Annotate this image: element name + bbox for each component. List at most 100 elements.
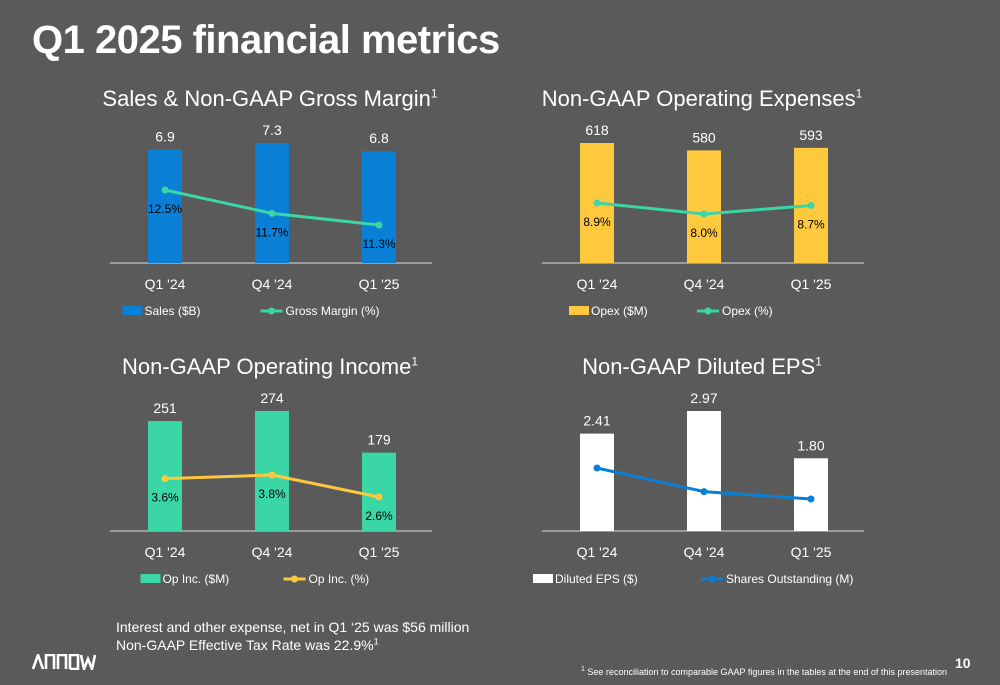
- bar-value-label: 2.41: [583, 413, 610, 429]
- line-point: [593, 464, 601, 472]
- chart-title-text: Sales & Non-GAAP Gross Margin: [102, 86, 431, 111]
- chart-svg: 251 Q1 '24 274 Q4 '24 179 Q1 '25 3.6% 3.8% 2.6% O…: [110, 390, 432, 586]
- chart-operating-income: Non-GAAP Operating Income1 251 Q1 '24 274 Q…: [40, 350, 500, 620]
- legend-swatch-marker: [268, 307, 275, 315]
- bar-value-label: 593: [799, 127, 823, 143]
- x-tick-label: Q4 '24: [252, 276, 293, 292]
- chart-operating-expenses: Non-GAAP Operating Expenses1 618 Q1 '24 58…: [472, 82, 932, 352]
- chart-title-text: Non-GAAP Diluted EPS: [582, 354, 816, 379]
- chart-title-footnote-mark: 1: [855, 86, 863, 101]
- bar-value-label: 251: [153, 400, 177, 416]
- note-text: Interest and other expense, net in Q1 ‘2…: [116, 619, 470, 635]
- line-value-label: 11.7%: [255, 225, 288, 239]
- note-footnote-mark: 1: [373, 636, 379, 647]
- line-point: [268, 209, 276, 217]
- bar-value-label: 6.8: [369, 130, 389, 146]
- x-tick-label: Q1 '25: [791, 276, 832, 292]
- legend-label: Op Inc. ($M): [163, 572, 230, 586]
- line-value-label: 11.3%: [362, 237, 395, 251]
- bar-value-label: 1.80: [797, 437, 824, 453]
- legend-label: Opex (%): [722, 304, 773, 318]
- footnote-mark: 1: [581, 666, 585, 673]
- chart-title-footnote-mark: 1: [430, 86, 438, 101]
- chart-title-text: Non-GAAP Operating Expenses: [541, 86, 856, 111]
- footnote: 1 See reconciliation to comparable GAAP …: [581, 666, 947, 677]
- chart-sales-gross-margin: Sales & Non-GAAP Gross Margin1 6.9 Q1 '24…: [40, 82, 500, 352]
- chart-svg: 6.9 Q1 '24 7.3 Q4 '24 6.8 Q1 '25 12.5% 11.7% 11.…: [110, 122, 432, 318]
- bar: [255, 143, 289, 263]
- line-point: [700, 210, 708, 218]
- line-value-label: 53.2: [692, 504, 716, 518]
- bar-value-label: 7.3: [262, 122, 282, 138]
- bar: [794, 458, 828, 531]
- line-point: [375, 493, 383, 501]
- bar-value-label: 179: [367, 432, 391, 448]
- line-value-label: 8.0%: [690, 226, 718, 240]
- legend-label: Sales ($B): [145, 304, 201, 318]
- legend-swatch-bar: [122, 306, 143, 315]
- arrow-logo: [32, 654, 96, 670]
- legend-swatch-marker: [708, 575, 716, 583]
- x-tick-label: Q1 '24: [577, 544, 618, 560]
- line-value-label: 3.8%: [258, 487, 286, 501]
- line-point: [375, 221, 383, 229]
- x-tick-label: Q4 '24: [252, 544, 293, 560]
- page-number: 10: [955, 655, 971, 671]
- x-tick-label: Q1 '24: [145, 544, 186, 560]
- line-value-label: 3.6%: [151, 491, 179, 505]
- bar: [687, 411, 721, 531]
- bar: [148, 149, 182, 263]
- bar-value-label: 6.9: [155, 129, 175, 145]
- bar: [362, 151, 396, 263]
- bar-value-label: 580: [692, 129, 716, 145]
- chart-title-footnote-mark: 1: [815, 354, 822, 369]
- x-tick-label: Q1 '24: [145, 276, 186, 292]
- legend-label: Shares Outstanding (M): [726, 572, 853, 586]
- line-point: [700, 488, 708, 496]
- chart-title: Non-GAAP Diluted EPS1: [472, 354, 932, 380]
- line-value-label: 2.6%: [365, 509, 393, 523]
- chart-diluted-eps: Non-GAAP Diluted EPS1 2.41 Q1 '24 2.97 Q4 '…: [472, 350, 932, 620]
- line-value-label: 8.7%: [797, 217, 825, 231]
- note-text: Non-GAAP Effective Tax Rate was 22.9%: [116, 637, 374, 653]
- bar: [362, 452, 396, 531]
- x-tick-label: Q4 '24: [684, 544, 725, 560]
- legend-label: Op Inc. (%): [309, 572, 370, 586]
- note-tax-rate: Non-GAAP Effective Tax Rate was 22.9%1: [116, 636, 469, 654]
- note-interest: Interest and other expense, net in Q1 ‘2…: [116, 618, 469, 636]
- chart-title-footnote-mark: 1: [411, 354, 419, 369]
- legend-label: Opex ($M): [591, 304, 648, 318]
- bar-value-label: 2.97: [690, 390, 717, 406]
- line-point: [268, 471, 276, 479]
- bar-value-label: 274: [260, 390, 284, 406]
- notes: Interest and other expense, net in Q1 ‘2…: [116, 618, 469, 654]
- chart-svg: 2.41 Q1 '24 2.97 Q4 '24 1.80 Q1 '25 54.8 53.2 52…: [533, 390, 864, 586]
- line-value-label: 12.5%: [148, 202, 182, 216]
- x-tick-label: Q1 '25: [359, 276, 400, 292]
- x-tick-label: Q1 '24: [577, 276, 618, 292]
- legend-label: Diluted EPS ($): [555, 572, 638, 586]
- legend-swatch-marker: [291, 575, 298, 583]
- line-value-label: 54.8: [585, 480, 609, 494]
- line-point: [161, 475, 169, 483]
- chart-title-text: Non-GAAP Operating Income: [121, 354, 412, 379]
- bar: [687, 150, 721, 263]
- chart-title: Sales & Non-GAAP Gross Margin1: [40, 86, 500, 112]
- bar: [580, 433, 614, 531]
- chart-svg: 618 Q1 '24 580 Q4 '24 593 Q1 '25 8.9% 8.0% 8.7% O…: [542, 122, 864, 318]
- line-point: [807, 495, 815, 503]
- page-title: Q1 2025 financial metrics: [32, 18, 500, 62]
- x-tick-label: Q4 '24: [684, 276, 725, 292]
- x-tick-label: Q1 '25: [791, 544, 832, 560]
- chart-title: Non-GAAP Operating Income1: [40, 354, 500, 380]
- legend-label: Gross Margin (%): [286, 304, 380, 318]
- x-tick-label: Q1 '25: [359, 544, 400, 560]
- chart-title: Non-GAAP Operating Expenses1: [472, 86, 932, 112]
- line-point: [161, 186, 169, 194]
- footnote-text: See reconciliation to comparable GAAP fi…: [587, 667, 947, 677]
- bar-value-label: 618: [585, 122, 609, 138]
- legend-swatch-bar: [533, 574, 553, 583]
- line-value-label: 52.7: [799, 511, 823, 525]
- line-value-label: 8.9%: [583, 215, 611, 229]
- line-point: [807, 201, 815, 209]
